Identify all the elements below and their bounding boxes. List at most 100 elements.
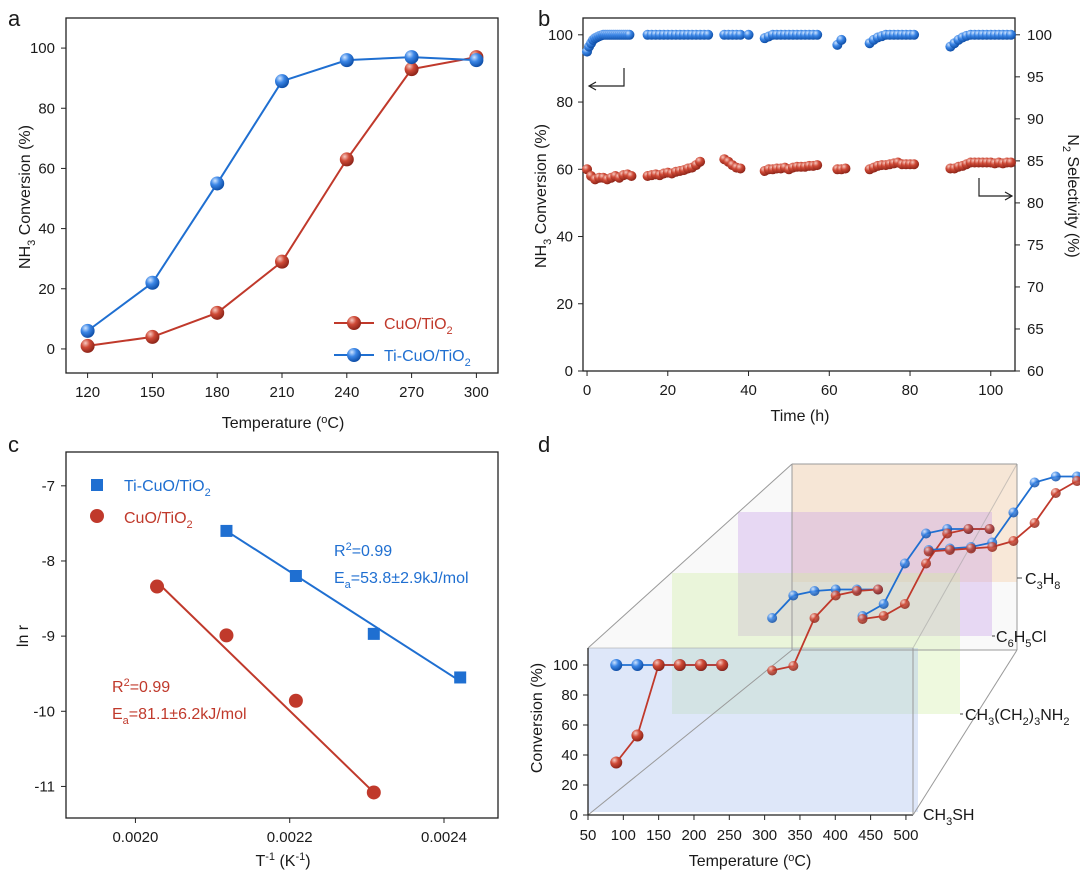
plane-c6h5cl bbox=[738, 512, 992, 636]
a-ytick-label: 0 bbox=[47, 341, 55, 358]
a-ytick-label: 60 bbox=[38, 160, 55, 177]
right-axis-arrow bbox=[978, 178, 1012, 197]
panel-c: c 0.0020 0.0022 0.0024 -7 -8 -9 -10 -11 Ti-CuO/… bbox=[8, 432, 499, 870]
a-xtick-label: 270 bbox=[399, 384, 424, 401]
panel-a-xlabel: Temperature (oC) bbox=[222, 414, 345, 432]
a-ytick-label: 80 bbox=[38, 100, 55, 117]
d-point bbox=[923, 546, 934, 557]
d-point bbox=[1008, 507, 1019, 518]
b-point bbox=[735, 29, 746, 40]
d-xtick-label: 150 bbox=[646, 827, 671, 844]
c-xtick-label: 0.0024 bbox=[421, 829, 467, 846]
legend-label-ticuo-c: Ti-CuO/TiO2 bbox=[124, 478, 211, 499]
d-point bbox=[809, 613, 820, 623]
d-xtick-label: 500 bbox=[893, 827, 918, 844]
b-point bbox=[743, 29, 754, 40]
box-edges bbox=[587, 463, 1018, 816]
d-point bbox=[1029, 477, 1040, 488]
depth-label-ch3sh: CH3SH bbox=[923, 807, 974, 828]
b-ytick-label-right: 95 bbox=[1027, 69, 1044, 86]
d-xtick-label: 200 bbox=[681, 827, 706, 844]
panel-b-ylabel-right: N2 Selectivity (%) bbox=[1060, 134, 1080, 257]
d-point bbox=[716, 659, 729, 671]
right-axis-arrowhead bbox=[1004, 191, 1014, 201]
d-point bbox=[673, 659, 686, 671]
a-point bbox=[404, 50, 419, 65]
d-point bbox=[1029, 518, 1040, 528]
c-xtick-label: 0.0020 bbox=[112, 829, 158, 846]
a-point bbox=[275, 74, 289, 89]
c-point-circle bbox=[219, 628, 234, 643]
ea-ticuo: Ea=53.8±2.9kJ/mol bbox=[334, 570, 469, 591]
a-point bbox=[80, 338, 95, 353]
d-point bbox=[873, 584, 884, 595]
left-axis-arrow bbox=[590, 68, 625, 87]
a-point bbox=[80, 323, 95, 338]
a-point bbox=[145, 275, 160, 290]
d-point bbox=[767, 665, 778, 676]
legend-marker-ticuo-c bbox=[91, 479, 103, 491]
b-ytick-label-right: 65 bbox=[1027, 321, 1044, 338]
d-point bbox=[830, 590, 841, 601]
b-point bbox=[909, 29, 920, 40]
legend-marker-cuo bbox=[347, 316, 361, 330]
a-xtick-label: 150 bbox=[140, 384, 165, 401]
d-point bbox=[966, 543, 977, 554]
panel-a-letter: a bbox=[8, 6, 21, 31]
b-ytick-label-left: 0 bbox=[565, 363, 573, 380]
d-point bbox=[984, 524, 995, 534]
c-point-circle bbox=[366, 785, 381, 800]
b-xtick-label: 80 bbox=[902, 382, 919, 399]
c-xtick-label: 0.0022 bbox=[267, 829, 313, 846]
ea-cuo: Ea=81.1±6.2kJ/mol bbox=[112, 706, 247, 727]
b-point bbox=[1005, 157, 1016, 168]
b-ytick-label-right: 90 bbox=[1027, 111, 1044, 128]
a-series-line bbox=[87, 56, 477, 332]
d-point bbox=[694, 659, 707, 671]
d-xtick-label: 250 bbox=[717, 827, 742, 844]
plane-ch3sh bbox=[588, 648, 918, 812]
b-ytick-label-right: 60 bbox=[1027, 363, 1044, 380]
panel-d-ylabel: Conversion (%) bbox=[529, 663, 546, 773]
a-point bbox=[404, 62, 419, 77]
d-ytick-label: 60 bbox=[561, 717, 578, 734]
d-point bbox=[788, 590, 799, 601]
d-ytick-label: 20 bbox=[561, 777, 578, 794]
b-point bbox=[703, 29, 714, 40]
depth-label-c6h5cl: C6H5Cl bbox=[996, 629, 1046, 650]
d-ytick-label: 0 bbox=[570, 807, 578, 824]
a-xtick-label: 300 bbox=[464, 384, 489, 401]
plane-butylamine bbox=[672, 573, 960, 714]
d-point bbox=[963, 524, 974, 534]
r2-ticuo: R2=0.99 bbox=[334, 541, 392, 560]
b-xtick-label: 20 bbox=[659, 382, 676, 399]
d-point bbox=[652, 659, 665, 671]
c-point-circle bbox=[288, 693, 303, 708]
d-point bbox=[1071, 476, 1080, 486]
a-xtick-label: 240 bbox=[334, 384, 359, 401]
d-ytick-label: 80 bbox=[561, 687, 578, 704]
c-ytick-label: -9 bbox=[42, 628, 55, 645]
a-point bbox=[469, 53, 484, 68]
b-point bbox=[840, 163, 851, 174]
a-xtick-label: 120 bbox=[75, 384, 100, 401]
c-ytick-label: -8 bbox=[42, 553, 55, 570]
b-xtick-label: 40 bbox=[740, 382, 757, 399]
b-ytick-label-left: 40 bbox=[556, 229, 573, 246]
d-point bbox=[878, 611, 889, 621]
panel-d: d 50 100 150 200 250 300 350 400 450 500 0 20 40 60 80… bbox=[529, 432, 1080, 870]
panel-d-xlabel: Temperature (oC) bbox=[689, 852, 812, 870]
d-point bbox=[878, 599, 889, 609]
b-point bbox=[909, 159, 920, 170]
a-point bbox=[339, 152, 354, 167]
panel-b-letter: b bbox=[538, 6, 550, 31]
a-xtick-label: 180 bbox=[205, 384, 230, 401]
a-point bbox=[339, 53, 354, 68]
d-point bbox=[610, 659, 623, 671]
depth-label-c3h8: C3H8 bbox=[1025, 571, 1060, 592]
b-ytick-label-left: 80 bbox=[556, 94, 573, 111]
a-point bbox=[145, 329, 160, 344]
b-point bbox=[735, 163, 746, 174]
c-point-square bbox=[454, 671, 467, 684]
